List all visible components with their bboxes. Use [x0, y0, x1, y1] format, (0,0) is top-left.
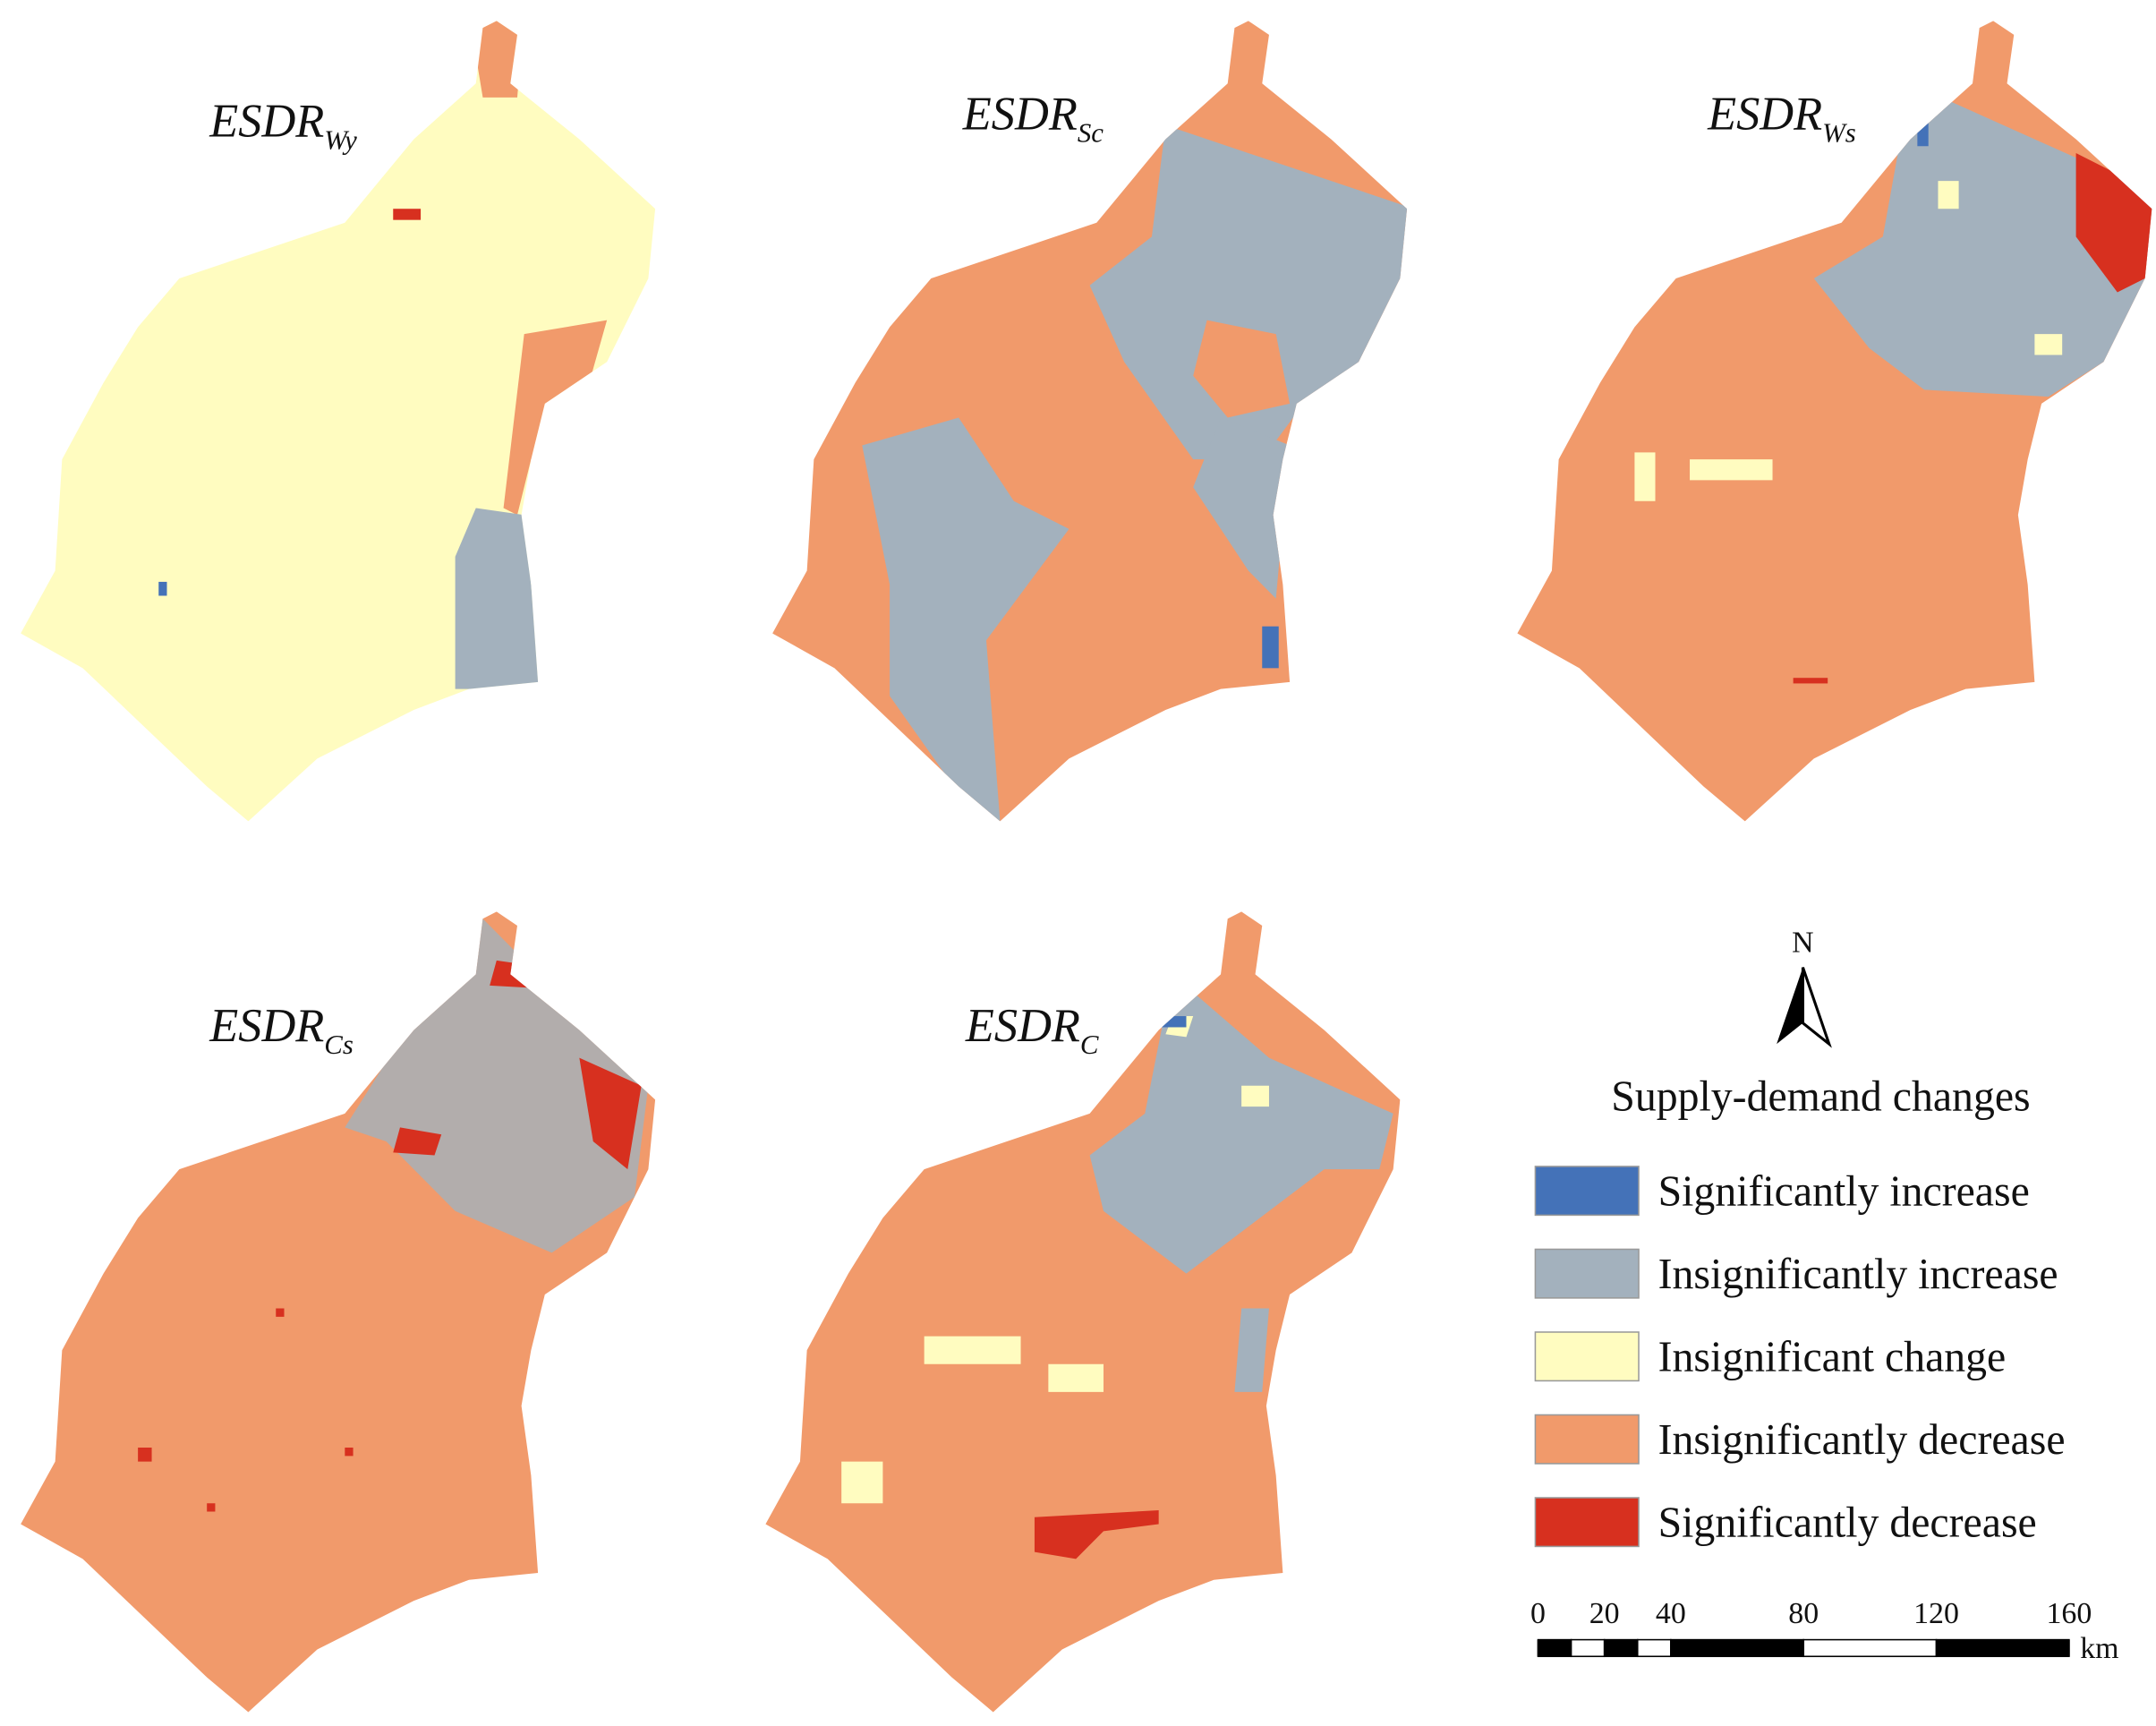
scale-segment: [1637, 1638, 1672, 1658]
panel-title: ESDRSc: [962, 88, 1104, 148]
scale-segment: [1935, 1638, 2070, 1658]
map-panel: [765, 911, 1401, 1713]
scale-tick-label: 80: [1788, 1597, 1819, 1630]
scale-segment: [1570, 1638, 1606, 1658]
title-subscript: C: [1080, 1029, 1099, 1060]
panel-title: ESDRWs: [1707, 88, 1856, 148]
legend: Significantly increase Insignificantly in…: [1534, 1166, 2066, 1548]
title-main: ESDR: [1707, 88, 1822, 140]
legend-label: Insignificant change: [1658, 1333, 2007, 1380]
panel-title: ESDRCs: [209, 1000, 354, 1060]
title-subscript: Ws: [1822, 116, 1856, 148]
scale-segment: [1537, 1638, 1572, 1658]
north-arrow: [1801, 967, 1832, 1048]
legend-swatch: [1534, 1331, 1640, 1382]
title-subscript: Wy: [324, 124, 357, 155]
scale-segment: [1670, 1638, 1804, 1658]
title-main: ESDR: [962, 88, 1078, 140]
legend-swatch: [1534, 1248, 1640, 1299]
north-label: N: [1792, 926, 1813, 959]
legend-label: Insignificantly decrease: [1658, 1416, 2066, 1464]
scale-tick-label: 20: [1589, 1597, 1620, 1630]
scale-tick-label: 0: [1530, 1597, 1546, 1630]
legend-label: Significantly increase: [1658, 1167, 2030, 1215]
title-main: ESDR: [965, 1000, 1080, 1052]
title-main: ESDR: [209, 1000, 324, 1052]
north-arrow: [1777, 967, 1803, 1045]
legend-swatch: [1534, 1497, 1640, 1548]
legend-title: Supply-demand changes: [1611, 1073, 2030, 1121]
title-main: ESDR: [209, 95, 324, 147]
scale-unit: km: [2080, 1632, 2118, 1665]
scale-tick-label: 120: [1913, 1597, 1959, 1630]
scale-tick-label: 160: [2046, 1597, 2092, 1630]
panel-title: ESDRWy: [209, 95, 357, 155]
legend-label: Insignificantly increase: [1658, 1251, 2058, 1298]
legend-swatch: [1534, 1414, 1640, 1465]
scale-tick-label: 40: [1656, 1597, 1686, 1630]
title-subscript: Sc: [1078, 116, 1104, 148]
legend-swatch: [1534, 1166, 1640, 1217]
legend-label: Significantly decrease: [1658, 1499, 2037, 1546]
scale-segment: [1802, 1638, 1938, 1658]
title-subscript: Cs: [324, 1029, 354, 1060]
map-panel: [21, 911, 656, 1713]
panel-title: ESDRC: [965, 1000, 1099, 1060]
scale-segment: [1603, 1638, 1639, 1658]
